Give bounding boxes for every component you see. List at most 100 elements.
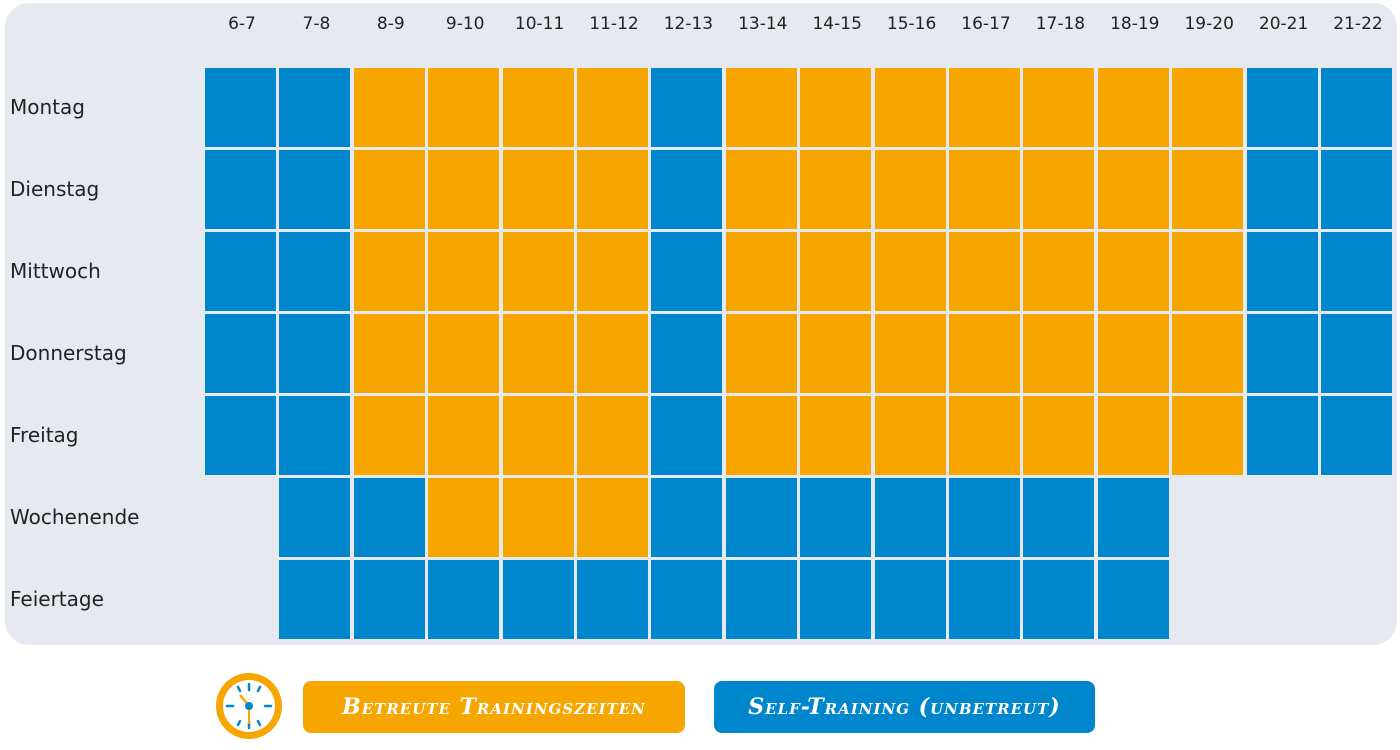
cell-betreut bbox=[725, 232, 797, 311]
row-label: Dienstag bbox=[10, 177, 100, 201]
cell-self-training bbox=[651, 314, 723, 393]
column-header: 10-11 bbox=[514, 14, 565, 34]
cell-self-training bbox=[725, 478, 797, 557]
cell-betreut bbox=[874, 68, 946, 147]
cell-betreut bbox=[502, 232, 574, 311]
cell-self-training bbox=[949, 478, 1020, 557]
cell-self-training bbox=[279, 232, 351, 311]
cell-self-training bbox=[205, 232, 276, 311]
cell-betreut bbox=[502, 314, 574, 393]
cell-betreut bbox=[577, 396, 648, 475]
row-label: Freitag bbox=[10, 423, 79, 447]
cell-self-training bbox=[874, 478, 946, 557]
column-header: 21-22 bbox=[1333, 14, 1383, 34]
cell-self-training bbox=[353, 478, 425, 557]
cell-betreut bbox=[725, 68, 797, 147]
cell-betreut bbox=[353, 232, 425, 311]
cell-betreut bbox=[1023, 68, 1095, 147]
cell-self-training bbox=[205, 396, 276, 475]
row-label: Mittwoch bbox=[10, 259, 101, 283]
cell-self-training bbox=[279, 68, 351, 147]
cell-betreut bbox=[1097, 232, 1169, 311]
cell-self-training bbox=[1246, 232, 1318, 311]
cell-self-training bbox=[1246, 150, 1318, 229]
cell-betreut bbox=[1023, 314, 1095, 393]
cell-self-training bbox=[205, 314, 276, 393]
cell-self-training bbox=[949, 560, 1020, 639]
row-label: Donnerstag bbox=[10, 341, 127, 365]
column-header: 13-14 bbox=[738, 14, 788, 34]
cell-betreut bbox=[1023, 232, 1095, 311]
legend-self-training: Self-Training (unbetreut) bbox=[714, 681, 1095, 733]
cell-self-training bbox=[279, 396, 351, 475]
cell-betreut bbox=[428, 314, 500, 393]
column-header: 7-8 bbox=[302, 14, 331, 34]
cell-betreut bbox=[874, 314, 946, 393]
cell-self-training bbox=[353, 560, 425, 639]
cell-betreut bbox=[428, 478, 500, 557]
column-header: 8-9 bbox=[376, 14, 405, 34]
cell-self-training bbox=[279, 560, 351, 639]
column-header: 6-7 bbox=[228, 14, 256, 34]
cell-self-training bbox=[800, 478, 872, 557]
column-header: 18-19 bbox=[1110, 14, 1160, 34]
cell-betreut bbox=[577, 232, 648, 311]
cell-betreut bbox=[800, 314, 872, 393]
cell-self-training bbox=[1246, 396, 1318, 475]
cell-betreut bbox=[800, 232, 872, 311]
cell-betreut bbox=[353, 68, 425, 147]
cell-self-training bbox=[1321, 314, 1392, 393]
cell-betreut bbox=[1097, 150, 1169, 229]
column-header: 9-10 bbox=[445, 14, 485, 34]
clock-icon bbox=[216, 673, 282, 739]
cell-betreut bbox=[725, 150, 797, 229]
cell-betreut bbox=[800, 150, 872, 229]
cell-betreut bbox=[577, 150, 648, 229]
row-label: Montag bbox=[10, 95, 85, 119]
row-label: Feiertage bbox=[10, 587, 104, 611]
cell-betreut bbox=[353, 150, 425, 229]
cell-self-training bbox=[1321, 68, 1392, 147]
cell-self-training bbox=[428, 560, 500, 639]
cell-betreut bbox=[577, 314, 648, 393]
cell-betreut bbox=[502, 68, 574, 147]
cell-betreut bbox=[428, 68, 500, 147]
cell-self-training bbox=[800, 560, 872, 639]
column-header: 11-12 bbox=[589, 14, 639, 34]
cell-betreut bbox=[577, 478, 648, 557]
cell-betreut bbox=[1172, 314, 1244, 393]
cell-betreut bbox=[874, 232, 946, 311]
cell-betreut bbox=[1172, 150, 1244, 229]
cell-betreut bbox=[874, 150, 946, 229]
cell-betreut bbox=[577, 68, 648, 147]
cell-betreut bbox=[1023, 396, 1095, 475]
cell-self-training bbox=[502, 560, 574, 639]
cell-betreut bbox=[949, 232, 1020, 311]
cell-betreut bbox=[502, 396, 574, 475]
cell-self-training bbox=[651, 68, 723, 147]
cell-betreut bbox=[1097, 68, 1169, 147]
cell-self-training bbox=[1246, 68, 1318, 147]
column-header: 20-21 bbox=[1258, 14, 1309, 34]
cell-betreut bbox=[949, 396, 1020, 475]
cell-betreut bbox=[874, 396, 946, 475]
cell-self-training bbox=[874, 560, 946, 639]
cell-betreut bbox=[1172, 68, 1244, 147]
cell-betreut bbox=[800, 68, 872, 147]
legend-betreut: Betreute Trainingszeiten bbox=[303, 681, 685, 733]
cell-self-training bbox=[577, 560, 648, 639]
cell-self-training bbox=[1246, 314, 1318, 393]
cell-self-training bbox=[725, 560, 797, 639]
cell-self-training bbox=[279, 150, 351, 229]
cell-betreut bbox=[502, 150, 574, 229]
cell-self-training bbox=[651, 232, 723, 311]
cell-self-training bbox=[1321, 396, 1392, 475]
cell-betreut bbox=[1097, 314, 1169, 393]
cell-self-training bbox=[651, 150, 723, 229]
column-header: 17-18 bbox=[1035, 14, 1086, 34]
cell-self-training bbox=[651, 478, 723, 557]
cell-self-training bbox=[1321, 150, 1392, 229]
cell-self-training bbox=[279, 314, 351, 393]
column-header: 12-13 bbox=[663, 14, 714, 34]
column-header: 16-17 bbox=[961, 14, 1011, 34]
